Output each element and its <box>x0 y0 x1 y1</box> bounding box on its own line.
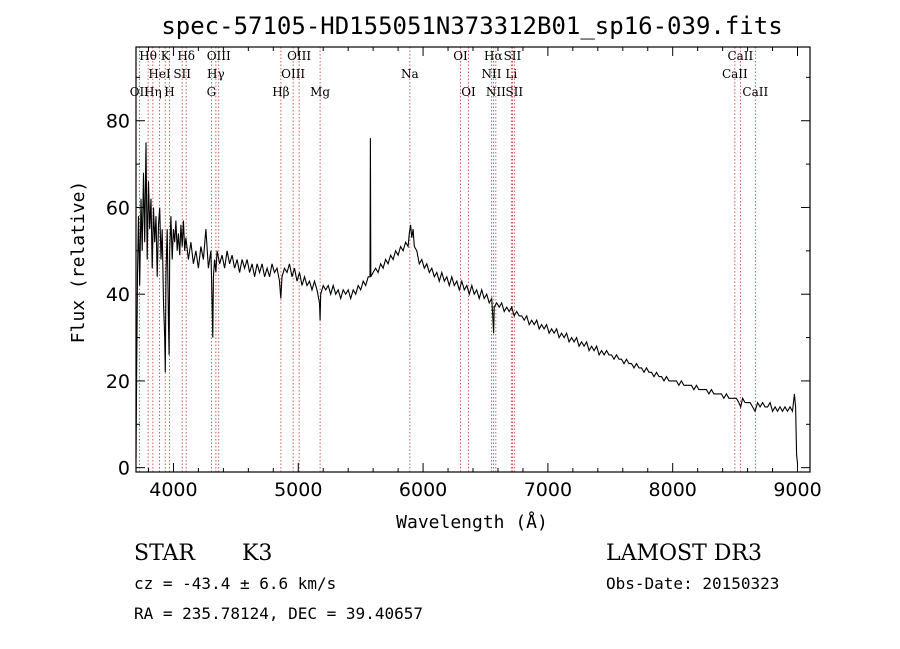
y-tick-label: 0 <box>118 458 130 480</box>
line-marker-label: Hα <box>484 49 503 63</box>
chart-title: spec-57105-HD155051N373312B01_sp16-039.f… <box>161 12 782 40</box>
line-marker-label: Hγ <box>207 67 225 81</box>
x-axis-label: Wavelength (Å) <box>396 511 548 533</box>
line-marker-label: OIII <box>207 49 231 63</box>
redshift-cz: cz = -43.4 ± 6.6 km/s <box>134 574 336 593</box>
observation-date: Obs-Date: 20150323 <box>606 574 779 593</box>
x-tick-label: 9000 <box>773 479 821 501</box>
line-marker-label: SII <box>504 49 522 63</box>
line-marker-label: OI <box>461 85 476 99</box>
spectrum-series-line <box>135 138 799 464</box>
line-marker-label: H <box>164 85 174 99</box>
line-marker-label: Hβ <box>272 85 289 99</box>
x-tick-label: 8000 <box>649 479 697 501</box>
line-marker-label: Li <box>505 67 517 81</box>
line-marker-label: HeI <box>148 67 171 81</box>
spectral-line-markers <box>138 47 756 472</box>
y-tick-label: 40 <box>106 284 130 306</box>
x-tick-label: 4000 <box>149 479 197 501</box>
line-marker-label: CaII <box>742 85 768 99</box>
line-marker-label: OI <box>453 49 468 63</box>
y-axis-label: Flux (relative) <box>68 181 89 344</box>
y-tick-label: 60 <box>106 197 130 219</box>
line-marker-label: SII <box>173 67 191 81</box>
line-marker-label: Hδ <box>177 49 195 63</box>
line-marker-label: Hη <box>144 85 162 99</box>
line-marker-label: SII <box>505 85 523 99</box>
line-marker-label: Na <box>401 67 419 81</box>
line-marker-label: CaII <box>727 49 753 63</box>
line-marker-label: OII <box>130 85 150 99</box>
line-marker-label: G <box>207 85 217 99</box>
x-tick-label: 6000 <box>399 479 447 501</box>
line-marker-label: NII <box>481 67 501 81</box>
line-marker-label: CaII <box>722 67 748 81</box>
line-marker-label: Hθ <box>139 49 157 63</box>
survey-name: LAMOST DR3 <box>606 541 762 566</box>
line-marker-label: NII <box>486 85 506 99</box>
object-class: STAR <box>134 541 196 566</box>
y-tick-label: 20 <box>106 371 130 393</box>
y-axis-ticks: 0 20 40 60 80 <box>106 76 810 480</box>
ra-dec-coordinates: RA = 235.78124, DEC = 39.40657 <box>134 604 423 623</box>
line-marker-label: K <box>161 49 171 63</box>
line-marker-label: Mg <box>310 85 330 99</box>
spectral-line-labels: OII Hθ Hη HeI K H SII Hδ G Hγ OIII Hβ OIII OIII Mg Na OI… <box>130 49 769 99</box>
y-tick-label: 80 <box>106 111 130 133</box>
line-marker-label: OIII <box>281 67 305 81</box>
line-marker-label: OIII <box>287 49 311 63</box>
object-subclass: K3 <box>242 541 272 566</box>
x-tick-label: 5000 <box>274 479 322 501</box>
x-axis-ticks: 4000 5000 6000 7000 8000 9000 <box>147 47 822 501</box>
x-tick-label: 7000 <box>524 479 572 501</box>
